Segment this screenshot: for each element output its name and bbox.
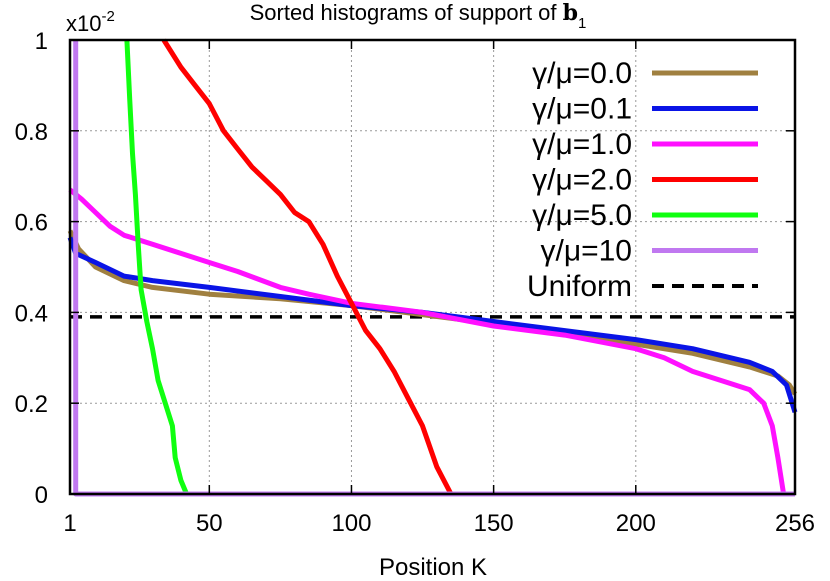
legend-label: γ/μ=2.0 — [532, 164, 632, 197]
chart-title-text: Sorted histograms of support of — [250, 0, 563, 25]
x-tick-label: 50 — [196, 510, 223, 537]
y-tick-label: 0.6 — [15, 210, 48, 237]
y-multiplier: x10-2 — [66, 8, 115, 36]
legend-label: γ/μ=1.0 — [532, 128, 632, 161]
chart-title: Sorted histograms of support of b1 — [250, 0, 587, 32]
y-tick-label: 0 — [35, 482, 48, 509]
y-tick-label: 0.4 — [15, 300, 48, 327]
chart-title-subscript: 1 — [578, 15, 586, 32]
series-line-5-0 — [124, 39, 189, 495]
series-line-1-0 — [68, 187, 787, 495]
plot-frame — [68, 38, 797, 496]
x-tick-label: 150 — [474, 510, 514, 537]
x-tick-label: 100 — [331, 510, 371, 537]
x-axis-label: Position K — [379, 554, 487, 581]
y-tick-label: 0.8 — [15, 119, 48, 146]
legend-label: γ/μ=0.0 — [532, 57, 632, 90]
legend-label: γ/μ=5.0 — [532, 199, 632, 232]
series-layer — [67, 38, 798, 497]
legend-label: γ/μ=10 — [540, 235, 632, 268]
x-tick-label: 1 — [63, 510, 76, 537]
chart-title-symbol: b — [563, 0, 578, 26]
y-tick-label: 1 — [35, 28, 48, 55]
x-tick-label: 200 — [616, 510, 656, 537]
grid-lines — [70, 40, 795, 494]
x-tick-label: 256 — [775, 510, 815, 537]
series-line-0-1 — [67, 236, 798, 414]
legend: γ/μ=0.0γ/μ=0.1γ/μ=1.0γ/μ=2.0γ/μ=5.0γ/μ=1… — [527, 57, 758, 303]
legend-label: Uniform — [527, 270, 632, 303]
series-line-2-0 — [161, 38, 454, 496]
y-tick-label: 0.2 — [15, 391, 48, 418]
legend-label: γ/μ=0.1 — [532, 93, 632, 126]
